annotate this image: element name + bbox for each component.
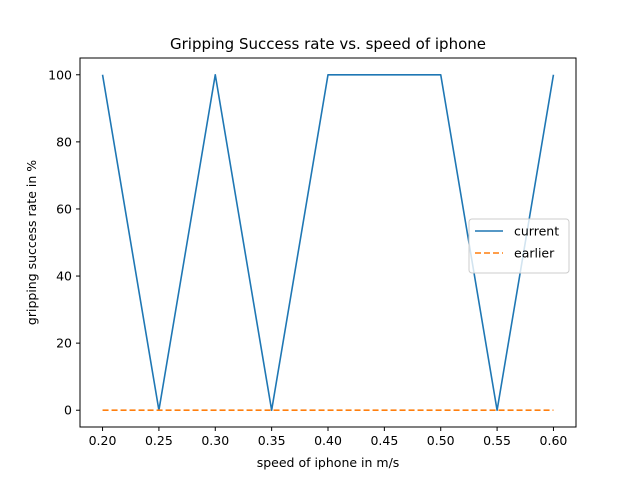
- y-axis-ticks: 0 20 40 60 80 100: [48, 67, 80, 418]
- x-tick-label: 0.30: [201, 433, 229, 448]
- x-axis-label: speed of iphone in m/s: [257, 455, 400, 470]
- y-tick-label: 60: [56, 201, 72, 216]
- y-axis-label: gripping success rate in %: [24, 160, 39, 325]
- x-tick-label: 0.45: [370, 433, 398, 448]
- x-tick-label: 0.40: [314, 433, 342, 448]
- y-tick-label: 20: [56, 336, 72, 351]
- chart-title: Gripping Success rate vs. speed of iphon…: [170, 35, 486, 53]
- legend-box: [468, 218, 570, 274]
- x-tick-label: 0.55: [483, 433, 511, 448]
- x-tick-label: 0.20: [89, 433, 117, 448]
- y-tick-label: 40: [56, 269, 72, 284]
- legend-label-earlier: earlier: [514, 246, 555, 261]
- legend: current earlier: [468, 218, 570, 274]
- series-line-current: [101, 73, 555, 412]
- plot-frame: [79, 57, 577, 428]
- legend-label-current: current: [514, 224, 559, 239]
- series-layer: [101, 73, 555, 412]
- y-tick-label: 100: [48, 67, 72, 82]
- x-tick-label: 0.25: [145, 433, 173, 448]
- x-tick-label: 0.35: [258, 433, 286, 448]
- y-tick-label: 80: [56, 134, 72, 149]
- x-tick-label: 0.60: [540, 433, 568, 448]
- x-tick-label: 0.50: [427, 433, 455, 448]
- x-axis-ticks: 0.20 0.25 0.30 0.35 0.40 0.45 0.50 0.55 0.60: [89, 427, 568, 448]
- y-tick-label: 0: [64, 403, 72, 418]
